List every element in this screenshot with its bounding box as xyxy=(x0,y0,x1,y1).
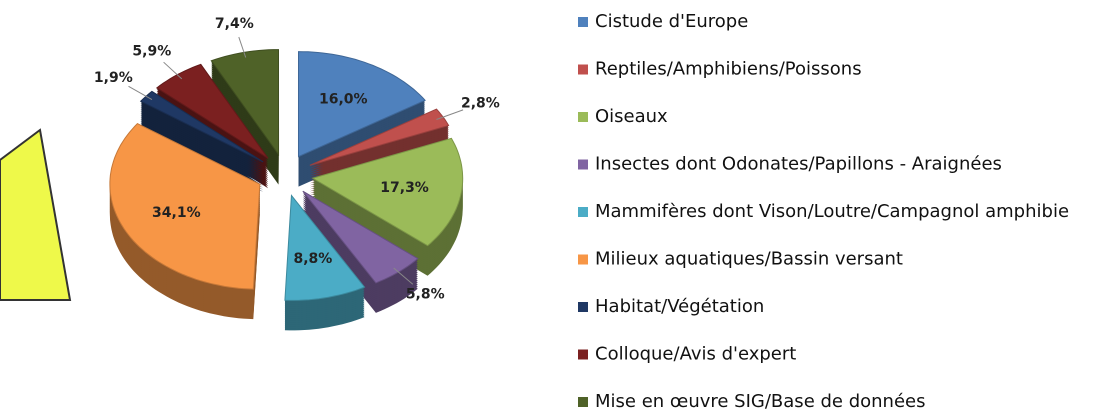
legend: Cistude d'Europe Reptiles/Amphibiens/Pois… xyxy=(578,11,1069,412)
data-label: 5,8% xyxy=(406,287,445,303)
slice xyxy=(284,194,366,301)
legend-label: Mammifères dont Vison/Loutre/Campagnol a… xyxy=(595,201,1069,222)
data-label: 7,4% xyxy=(215,16,254,32)
data-label: 34,1% xyxy=(152,205,201,221)
legend-swatch xyxy=(578,349,588,360)
legend-label: Reptiles/Amphibiens/Poissons xyxy=(595,59,862,80)
legend-swatch xyxy=(578,397,588,407)
leader-line xyxy=(238,36,247,58)
data-label: 1,9% xyxy=(94,70,133,86)
legend-swatch xyxy=(578,254,588,265)
legend-swatch xyxy=(578,112,588,122)
legend-label: Colloque/Avis d'expert xyxy=(595,344,796,365)
legend-swatch xyxy=(578,302,588,312)
legend-label: Cistude d'Europe xyxy=(595,11,748,32)
leader-line xyxy=(163,61,183,80)
data-label: 17,3% xyxy=(380,180,429,196)
slice xyxy=(311,137,464,247)
leader-line xyxy=(436,109,464,120)
data-label: 5,9% xyxy=(132,43,171,59)
legend-swatch xyxy=(578,159,588,170)
note xyxy=(0,128,72,301)
legend-label: Habitat/Végétation xyxy=(595,296,764,317)
data-label: 16,0% xyxy=(319,92,368,108)
legend-label: Insectes dont Odonates/Papillons - Araig… xyxy=(595,154,1002,175)
legend-label: Mise en œuvre SIG/Base de données xyxy=(595,391,926,410)
legend-swatch xyxy=(578,17,588,27)
slice xyxy=(109,122,261,290)
data-label: 8,8% xyxy=(293,251,332,267)
legend-label: Oiseaux xyxy=(595,106,668,127)
leader-line xyxy=(393,267,414,285)
legend-swatch xyxy=(578,207,588,217)
leader-line xyxy=(128,85,153,100)
slice xyxy=(297,51,426,158)
legend-swatch xyxy=(578,64,588,75)
legend-label: Milieux aquatiques/Bassin versant xyxy=(595,249,903,270)
data-label: 2,8% xyxy=(461,96,500,112)
pie: 16,0% 2,8% 17,3% 5,8% 8,8% 34,1% 1,9% 5,9% 7,4% xyxy=(94,16,500,331)
